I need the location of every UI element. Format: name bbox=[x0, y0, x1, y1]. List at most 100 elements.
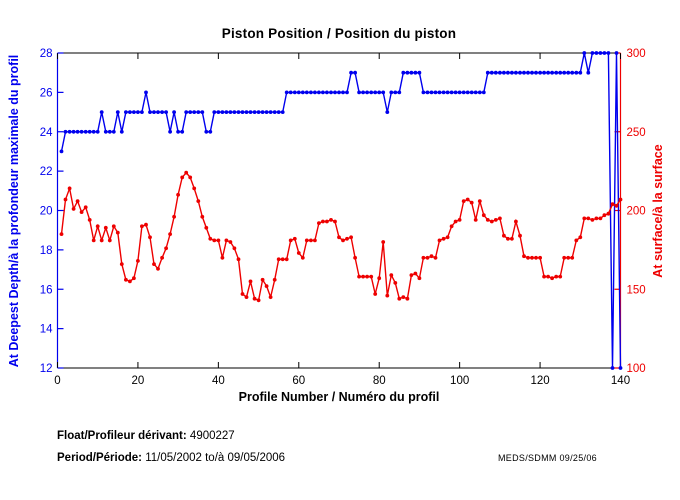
left-tick-label: 28 bbox=[40, 48, 53, 60]
data-point-marker bbox=[421, 255, 426, 260]
data-point-marker bbox=[71, 207, 76, 211]
data-point-marker bbox=[99, 238, 104, 243]
x-tick-label: 120 bbox=[530, 375, 549, 387]
data-point-marker bbox=[449, 90, 454, 95]
data-point-marker bbox=[401, 70, 406, 75]
data-point-marker bbox=[272, 277, 277, 282]
data-point-marker bbox=[606, 211, 611, 216]
data-point-marker bbox=[405, 296, 410, 301]
data-point-marker bbox=[610, 366, 615, 370]
data-point-marker bbox=[260, 110, 265, 114]
data-point-marker bbox=[107, 129, 112, 134]
data-point-marker bbox=[127, 279, 132, 284]
data-point-marker bbox=[574, 70, 579, 75]
data-point-marker bbox=[71, 129, 76, 134]
data-point-marker bbox=[75, 129, 80, 134]
data-point-marker bbox=[574, 238, 579, 243]
data-point-marker bbox=[63, 129, 68, 134]
data-point-marker bbox=[594, 51, 599, 55]
data-point-marker bbox=[264, 284, 269, 288]
data-point-marker bbox=[136, 259, 140, 263]
data-point-marker bbox=[542, 274, 546, 279]
data-point-marker bbox=[498, 70, 502, 75]
data-point-marker bbox=[602, 51, 607, 55]
data-point-marker bbox=[292, 90, 297, 95]
left-tick-label: 24 bbox=[40, 127, 53, 139]
data-point-marker bbox=[465, 90, 470, 95]
data-point-marker bbox=[144, 222, 148, 227]
data-point-marker bbox=[333, 219, 337, 224]
data-point-marker bbox=[477, 90, 482, 95]
data-point-marker bbox=[188, 110, 193, 114]
data-point-marker bbox=[433, 255, 438, 260]
data-point-marker bbox=[397, 90, 402, 95]
data-point-marker bbox=[453, 219, 458, 224]
data-point-marker bbox=[240, 110, 245, 114]
data-point-marker bbox=[115, 230, 120, 235]
data-point-marker bbox=[586, 216, 591, 221]
data-point-marker bbox=[276, 110, 281, 114]
data-point-marker bbox=[325, 219, 329, 224]
data-point-marker bbox=[590, 51, 595, 55]
data-point-marker bbox=[204, 225, 209, 230]
data-point-marker bbox=[272, 110, 277, 114]
float-value: 4900227 bbox=[189, 430, 235, 442]
period-line: Period/Période: 11/05/2002 to/à 09/05/20… bbox=[57, 452, 285, 464]
data-point-marker bbox=[506, 236, 510, 241]
data-point-marker bbox=[216, 110, 221, 114]
data-point-marker bbox=[63, 197, 68, 202]
data-point-marker bbox=[409, 273, 414, 277]
data-point-marker bbox=[91, 238, 96, 243]
series-line bbox=[60, 171, 622, 302]
data-point-marker bbox=[502, 70, 506, 75]
data-point-marker bbox=[341, 238, 345, 243]
data-point-marker bbox=[413, 271, 418, 276]
data-point-marker bbox=[67, 186, 72, 191]
data-point-marker bbox=[224, 238, 229, 243]
data-point-marker bbox=[156, 110, 160, 114]
data-point-marker bbox=[357, 90, 361, 95]
x-tick-label: 80 bbox=[373, 375, 386, 387]
data-point-marker bbox=[252, 110, 257, 114]
data-point-marker bbox=[610, 202, 615, 207]
data-point-marker bbox=[550, 70, 554, 75]
data-point-marker bbox=[429, 254, 434, 259]
data-point-marker bbox=[417, 70, 422, 75]
left-tick-label: 14 bbox=[40, 324, 53, 336]
data-point-marker bbox=[538, 255, 542, 260]
data-point-marker bbox=[345, 90, 349, 95]
data-point-marker bbox=[441, 236, 446, 241]
data-point-marker bbox=[288, 90, 293, 95]
data-point-marker bbox=[152, 110, 156, 114]
data-point-marker bbox=[582, 216, 587, 221]
data-point-marker bbox=[518, 70, 522, 75]
right-tick-label: 250 bbox=[627, 127, 646, 139]
data-point-marker bbox=[377, 276, 382, 281]
data-point-marker bbox=[550, 276, 554, 281]
data-point-marker bbox=[489, 219, 494, 224]
data-point-marker bbox=[417, 276, 422, 281]
data-point-marker bbox=[220, 110, 225, 114]
data-point-marker bbox=[321, 219, 325, 224]
period-value: 11/05/2002 to/à 09/05/2006 bbox=[145, 452, 286, 464]
data-point-marker bbox=[284, 257, 289, 262]
data-point-marker bbox=[473, 218, 478, 222]
data-point-marker bbox=[413, 70, 418, 75]
data-point-marker bbox=[477, 199, 482, 204]
data-point-marker bbox=[200, 110, 205, 114]
data-point-marker bbox=[236, 110, 241, 114]
data-point-marker bbox=[313, 238, 317, 243]
data-point-marker bbox=[192, 110, 197, 114]
data-point-marker bbox=[453, 90, 458, 95]
data-point-marker bbox=[280, 110, 285, 114]
data-point-marker bbox=[248, 110, 253, 114]
data-point-marker bbox=[614, 203, 619, 208]
data-point-marker bbox=[353, 70, 357, 75]
data-point-marker bbox=[164, 110, 169, 114]
data-point-marker bbox=[180, 175, 185, 180]
data-point-marker bbox=[554, 274, 559, 279]
right-y-axis-label: At surface/à la surface bbox=[651, 144, 665, 278]
data-point-marker bbox=[546, 274, 550, 279]
data-point-marker bbox=[409, 70, 414, 75]
